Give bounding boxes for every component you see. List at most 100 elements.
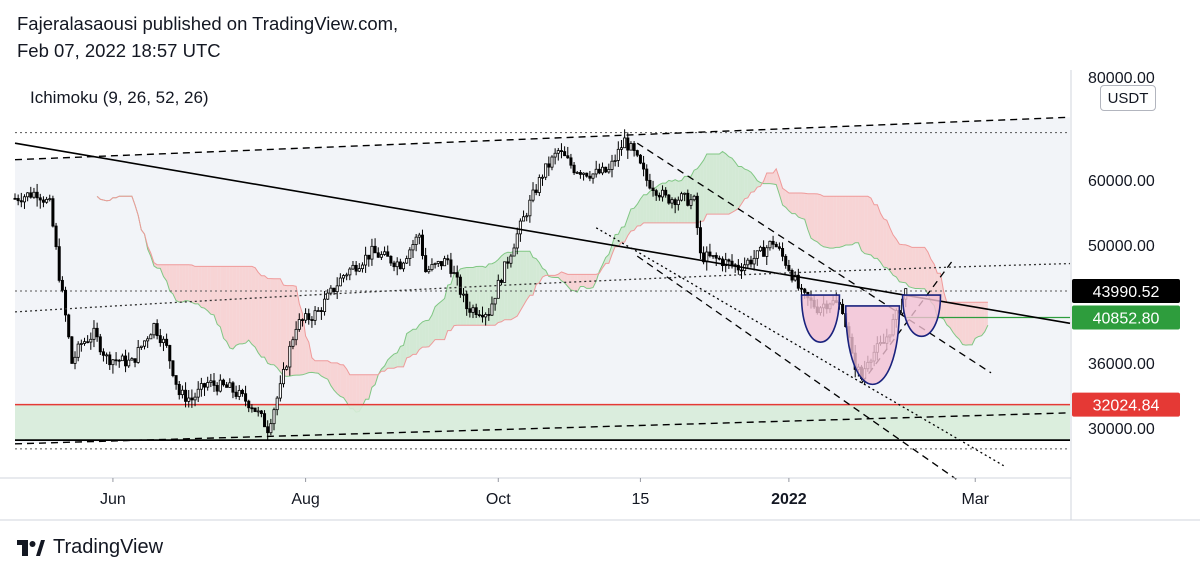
cloud-segment [852,196,856,245]
candle-body [629,143,633,151]
cloud-segment [709,153,714,215]
cloud-segment [978,302,982,337]
price-tag-bg [1072,392,1180,417]
cloud-segment [931,259,935,306]
candle-body [351,264,355,270]
candle-body [386,251,390,257]
cloud-segment [839,196,843,248]
cloud-segment [864,196,868,255]
candle-body [263,413,267,428]
cloud-segment [334,362,338,394]
cloud-segment [889,228,894,276]
candle-body [661,189,665,198]
cloud-segment [444,285,448,340]
candle-body [717,257,721,260]
cloud-segment [409,329,413,357]
candle-body [234,391,238,397]
candle-body [300,319,304,321]
cloud-segment [570,274,575,291]
candle-body [60,279,64,291]
cloud-segment [886,220,890,271]
candle-body [29,192,33,198]
cloud-segment [735,162,739,211]
candle-body [455,272,459,278]
cloud-segment [962,302,966,346]
cloud-segment [232,266,237,350]
candle-body [493,297,497,305]
cloud-segment [690,170,695,223]
candle-body [739,269,744,272]
cloud-segment [877,204,881,263]
cloud-segment [972,302,976,345]
cloud-segment [248,266,252,345]
candle-body [275,397,279,411]
candle-body [266,426,270,434]
candle-body [446,258,450,261]
candle-body [525,215,529,218]
cloud-segment [359,374,363,412]
cloud-segment [255,267,259,353]
cloud-segment [510,251,515,320]
candle-body [758,246,762,252]
cloud-segment [940,273,944,319]
candle-body [316,310,320,312]
candle-body [462,293,466,296]
candle-body [291,339,295,347]
candle-body [360,264,364,270]
cloud-segment [912,247,916,289]
cloud-segment [829,196,834,249]
candle-body [512,247,516,257]
candle-body [367,254,371,260]
currency-unit-badge[interactable]: USDT [1100,85,1156,111]
cloud-segment [315,360,319,374]
cloud-segment [536,258,540,285]
candle-body [632,143,636,151]
candle-body [692,195,696,201]
candle-body [32,191,36,198]
candle-body [345,274,349,277]
tradingview-logo-icon [17,539,45,556]
cloud-segment [267,278,271,365]
candle-body [689,199,693,206]
cloud-segment [236,266,240,346]
candle-body [323,298,327,312]
cloud-segment [371,374,376,388]
cloud-segment [479,266,483,326]
cloud-segment [169,264,173,294]
candle-body [149,334,153,340]
tradingview-footer[interactable]: TradingView [17,536,163,559]
candle-body [452,272,456,274]
candle-body [155,323,159,337]
cloud-segment [195,266,199,304]
candle-body [19,200,23,203]
candle-body [484,314,488,318]
cloud-segment [217,266,221,327]
cloud-segment [738,166,742,209]
candle-body [329,287,333,294]
cloud-segment [968,302,973,345]
candle-body [199,383,203,390]
candle-body [79,343,83,345]
indicator-legend[interactable]: Ichimoku (9, 26, 52, 26) [30,88,209,107]
candle-body [392,262,396,268]
candle-body [187,397,191,402]
cloud-segment [905,244,909,287]
cloud-segment [220,266,224,339]
candle-body [803,288,807,293]
candle-body [645,168,649,181]
cloud-segment [441,298,445,340]
senkou-span-a [96,150,989,413]
candle-body [427,269,431,273]
candle-body [604,166,608,173]
cloud-segment [302,313,306,375]
candle-body [127,359,131,367]
price-tick-label: 60000.00 [1088,173,1155,190]
candle-body [471,307,475,313]
candle-body [117,359,121,362]
candle-body [326,292,330,300]
cloud-segment [580,274,584,287]
candle-body [547,163,551,168]
cloud-segment [959,302,963,345]
cloud-segment [817,193,821,245]
